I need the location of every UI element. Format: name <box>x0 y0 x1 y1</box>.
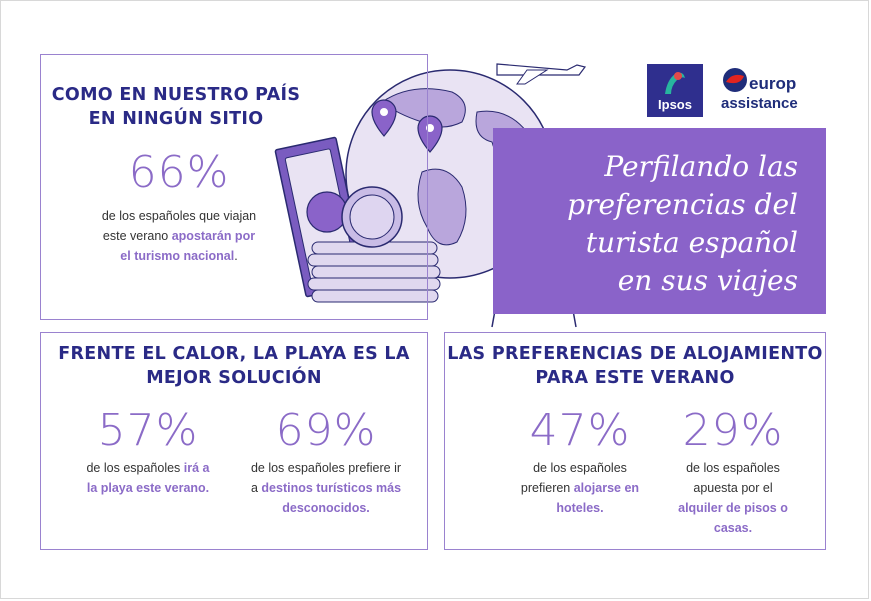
europ-assistance-emblem-icon <box>723 68 747 92</box>
europ-assistance-logo: europ assistance <box>721 66 811 120</box>
desc-text: este verano <box>102 229 172 243</box>
section-heading: LAS PREFERENCIAS DE ALOJAMIENTO PARA EST… <box>445 342 825 390</box>
desc-line: prefieren alojarse en <box>495 478 665 498</box>
assistance-wordmark: assistance <box>721 95 798 112</box>
stat-description: de los españoles prefieren alojarse en h… <box>495 458 665 518</box>
stat-description: de los españoles prefiere ir a destinos … <box>236 458 416 518</box>
airplane-icon <box>496 63 587 85</box>
highlight-text: destinos turísticos más <box>261 481 402 495</box>
heading-line: EN NINGÚN SITIO <box>88 109 264 129</box>
highlight-text: desconocidos. <box>282 501 370 515</box>
title-banner: Perfilando las preferencias del turista … <box>493 128 826 314</box>
ipsos-logo: Ipsos <box>647 64 703 117</box>
desc-line: de los españoles <box>533 461 627 475</box>
highlight-text: alquiler de pisos o <box>678 501 788 515</box>
stat-value: 29% <box>682 405 784 456</box>
section-heading: COMO EN NUESTRO PAÍS EN NINGÚN SITIO <box>41 83 311 131</box>
stat-value: 69% <box>275 405 377 456</box>
heading-line: MEJOR SOLUCIÓN <box>146 368 322 388</box>
stat-value: 47% <box>529 405 631 456</box>
desc-text: prefieren <box>520 481 574 495</box>
desc-line: apuesta por el <box>693 481 773 495</box>
banner-title: Perfilando las preferencias del turista … <box>498 148 798 300</box>
desc-text: . <box>234 249 238 263</box>
highlight-text: casas. <box>713 521 753 535</box>
desc-line: de los españoles <box>686 461 780 475</box>
desc-line: de los españoles que viajan <box>101 209 257 223</box>
heading-line: FRENTE EL CALOR, LA PLAYA ES LA <box>58 344 410 364</box>
stat-value: 57% <box>97 405 199 456</box>
ipsos-wordmark: Ipsos <box>658 97 692 112</box>
ipsos-emblem-icon <box>647 64 703 98</box>
highlight-text: el turismo nacional <box>120 249 235 263</box>
highlight-text: hoteles. <box>556 501 604 515</box>
stat-description: de los españoles que viajan este verano … <box>41 206 317 266</box>
heading-line: LAS PREFERENCIAS DE ALOJAMIENTO <box>447 344 823 364</box>
desc-line: el turismo nacional. <box>41 246 317 266</box>
section-national-tourism: COMO EN NUESTRO PAÍS EN NINGÚN SITIO 66%… <box>40 54 428 320</box>
stat-description: de los españoles apuesta por el alquiler… <box>653 458 813 538</box>
coins-icon <box>306 186 441 303</box>
desc-line: de los españoles prefiere ir <box>250 461 402 475</box>
heading-line: COMO EN NUESTRO PAÍS <box>51 85 301 105</box>
highlight-text: apostarán por <box>171 229 256 243</box>
title-line: en sus viajes <box>617 264 798 297</box>
highlight-text: irá a <box>183 461 210 475</box>
title-line: preferencias del <box>567 188 798 221</box>
title-line: turista español <box>585 226 798 259</box>
map-pin-icon <box>417 115 443 153</box>
desc-text: de los españoles <box>86 461 184 475</box>
desc-line: a destinos turísticos más <box>236 478 416 498</box>
desc-line: de los españoles irá a <box>63 458 233 478</box>
map-pin-icon <box>371 99 397 137</box>
stat-value: 66% <box>128 147 230 198</box>
highlight-text: alojarse en <box>573 481 640 495</box>
desc-line: este verano apostarán por <box>41 226 317 246</box>
section-heading: FRENTE EL CALOR, LA PLAYA ES LA MEJOR SO… <box>41 342 427 390</box>
title-line: Perfilando las <box>604 150 798 183</box>
stat-description: de los españoles irá a la playa este ver… <box>63 458 233 498</box>
section-accommodation: LAS PREFERENCIAS DE ALOJAMIENTO PARA EST… <box>444 332 826 550</box>
highlight-text: la playa este verano. <box>86 481 210 495</box>
heading-line: PARA ESTE VERANO <box>535 368 735 388</box>
section-beach: FRENTE EL CALOR, LA PLAYA ES LA MEJOR SO… <box>40 332 428 550</box>
europ-wordmark: europ <box>749 74 797 93</box>
desc-text: a <box>250 481 262 495</box>
